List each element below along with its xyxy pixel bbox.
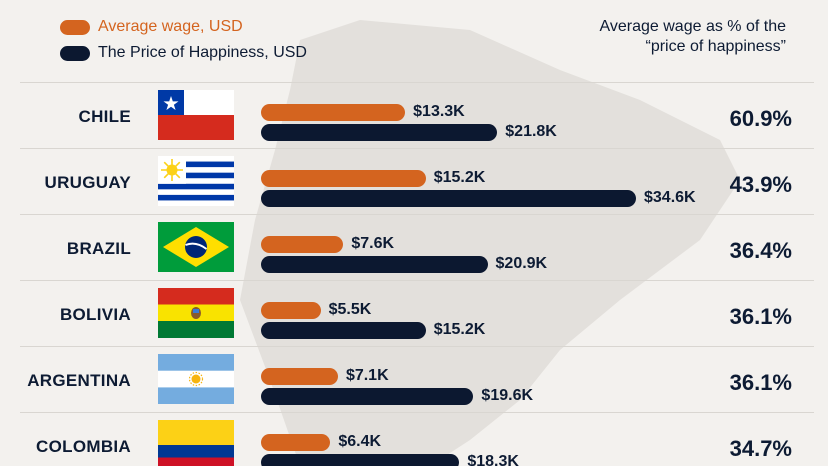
ratio-value-uruguay: 43.9% (729, 172, 792, 197)
bar-price-colombia (261, 454, 460, 466)
legend-label-wage: Average wage, USD (98, 18, 243, 35)
chile-flag-icon (158, 90, 234, 140)
chart-row-argentina: ARGENTINA $7.1K $19.6K 36.1% (0, 346, 828, 412)
chart-row-brazil: BRAZIL $7.6K $20.9K 36.4% (0, 214, 828, 280)
bar-price-uruguay (261, 190, 636, 207)
bar-wage-uruguay (261, 170, 426, 187)
chart-row-bolivia: BOLIVIA $5.5K $15.2K 36.1% (0, 280, 828, 346)
legend-label-price: The Price of Happiness, USD (98, 44, 307, 61)
ratio-value-bolivia: 36.1% (729, 304, 792, 329)
colombia-flag-icon-graphic (158, 420, 234, 466)
argentina-flag-icon (158, 354, 234, 404)
row-divider (20, 148, 814, 149)
chart-row-chile: CHILE $13.3K $21.8K 60.9% (0, 82, 828, 148)
ratio-column-header: Average wage as % of the “price of happi… (526, 17, 787, 57)
data-label-wage-chile: $13.3K (413, 103, 465, 120)
country-label: BOLIVIA (59, 305, 131, 324)
country-label: BRAZIL (66, 239, 131, 258)
row-divider (20, 214, 814, 215)
ratio-header-line2: “price of happiness” (645, 38, 786, 55)
ratio-value-argentina: 36.1% (729, 370, 792, 395)
chart-row-colombia: COLOMBIA $6.4K $18.3K 34.7% (0, 412, 828, 466)
bar-price-bolivia (261, 322, 426, 339)
legend-item-price: The Price of Happiness, USD (60, 40, 307, 66)
bar-wage-chile (261, 104, 406, 121)
bolivia-flag-icon-graphic (158, 288, 234, 338)
bar-wage-argentina (261, 368, 338, 385)
row-divider (20, 82, 814, 83)
data-label-wage-brazil: $7.6K (351, 235, 395, 252)
country-label: COLOMBIA (36, 437, 131, 456)
colombia-flag-icon (158, 420, 234, 466)
ratio-header-line1: Average wage as % of the (599, 18, 787, 35)
data-label-wage-colombia: $6.4K (338, 433, 382, 450)
country-label: URUGUAY (44, 173, 131, 192)
legend-swatch-price (60, 45, 90, 61)
row-divider (20, 412, 814, 413)
legend-item-wage: Average wage, USD (60, 14, 307, 40)
brazil-flag-icon (158, 222, 234, 272)
bar-price-brazil (261, 256, 488, 273)
row-divider (20, 346, 814, 347)
chart-row-uruguay: URUGUAY $15.2K $34.6K 43.9% (0, 148, 828, 214)
brazil-flag-icon-graphic (158, 222, 234, 272)
data-label-price-argentina: $19.6K (481, 387, 534, 404)
data-label-wage-bolivia: $5.5K (328, 301, 372, 318)
argentina-flag-icon-graphic (158, 354, 234, 404)
uruguay-flag-icon-graphic (158, 156, 234, 206)
ratio-value-brazil: 36.4% (729, 238, 792, 263)
country-label: CHILE (78, 107, 131, 126)
data-label-price-chile: $21.8K (505, 123, 557, 140)
ratio-value-colombia: 34.7% (729, 436, 792, 461)
ratio-value-chile: 60.9% (729, 106, 792, 131)
legend-swatch-wage (60, 19, 90, 35)
data-label-price-colombia: $18.3K (467, 453, 519, 466)
bolivia-flag-icon (158, 288, 234, 338)
row-divider (20, 280, 814, 281)
data-label-price-brazil: $20.9K (495, 255, 548, 272)
data-label-wage-argentina: $7.1K (345, 367, 389, 384)
bar-wage-colombia (261, 434, 331, 451)
data-label-price-uruguay: $34.6K (644, 189, 696, 206)
bar-price-argentina (261, 388, 474, 405)
data-label-price-bolivia: $15.2K (433, 321, 486, 338)
chile-flag-icon-graphic (158, 90, 234, 140)
bar-wage-bolivia (261, 302, 321, 319)
data-label-wage-uruguay: $15.2K (433, 169, 486, 186)
legend: Average wage, USD The Price of Happiness… (60, 14, 307, 66)
bar-price-chile (261, 124, 498, 141)
country-label: ARGENTINA (27, 371, 131, 390)
uruguay-flag-icon (158, 156, 234, 206)
bar-wage-brazil (261, 236, 344, 253)
